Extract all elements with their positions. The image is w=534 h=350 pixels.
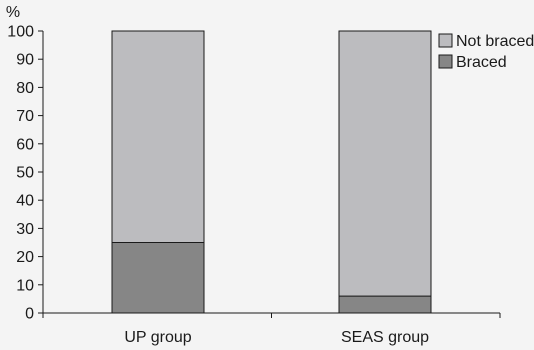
y-ticks-group: 0 10 20 30 40 50 60 70 80 90 100 [7,24,501,323]
x-category-label: UP group [124,329,191,346]
legend: Not braced Braced [438,33,534,71]
bar-segment-braced [338,295,432,314]
y-tick-label: 60 [16,136,34,153]
legend-swatch-not-braced [438,33,453,48]
bars-group [111,30,432,314]
y-tick-label: 100 [7,24,34,41]
bar-segment-not-braced [111,30,205,243]
x-labels-group: UP group SEAS group [124,329,429,346]
y-tick-label: 30 [16,221,34,238]
x-category-label: SEAS group [341,329,429,346]
bar-segment-braced [111,242,205,314]
y-tick-label: 90 [16,52,34,69]
y-tick-label: 0 [25,306,34,323]
legend-label-braced: Braced [456,54,507,71]
legend-swatch-braced [438,54,453,69]
y-tick-label: 10 [16,277,34,294]
y-tick-label: 50 [16,165,34,182]
y-tick-label: 40 [16,193,34,210]
y-tick-label: 70 [16,108,34,125]
y-tick-label: 20 [16,249,34,266]
y-tick-label: 80 [16,80,34,97]
y-axis-label: % [6,4,20,21]
bar-segment-not-braced [338,30,432,297]
legend-label-not-braced: Not braced [456,33,534,50]
